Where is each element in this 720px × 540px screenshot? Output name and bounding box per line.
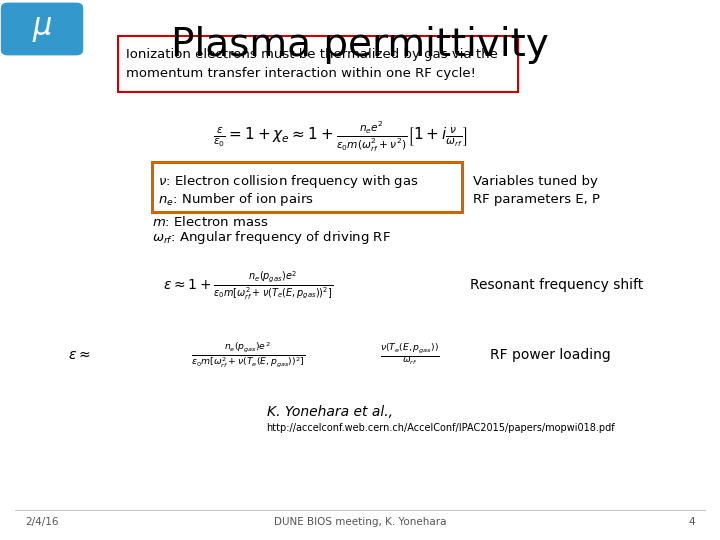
Text: DUNE BIOS meeting, K. Yonehara: DUNE BIOS meeting, K. Yonehara <box>274 517 446 527</box>
Text: Variables tuned by: Variables tuned by <box>473 176 598 188</box>
Text: $\mu$: $\mu$ <box>32 15 53 44</box>
FancyBboxPatch shape <box>152 162 462 212</box>
Text: $\nu$: Electron collision frequency with gas: $\nu$: Electron collision frequency with… <box>158 173 419 191</box>
Text: K. Yonehara et al.,: K. Yonehara et al., <box>267 405 393 419</box>
Text: $\varepsilon \approx 1 + \frac{n_e(p_{gas})e^2}{\varepsilon_0 m[\omega_{rf}^2 + : $\varepsilon \approx 1 + \frac{n_e(p_{ga… <box>163 269 333 301</box>
Text: Resonant frequency shift: Resonant frequency shift <box>470 278 643 292</box>
Text: 4: 4 <box>688 517 695 527</box>
Text: $\omega_{rf}$: Angular frequency of driving RF: $\omega_{rf}$: Angular frequency of driv… <box>152 228 391 246</box>
Text: Ionization electrons must be thermalized by gas via the
momentum transfer intera: Ionization electrons must be thermalized… <box>126 48 498 80</box>
Text: $\frac{\varepsilon}{\varepsilon_0} = 1 + \chi_e \approx 1 + \frac{n_e e^2}{\vare: $\frac{\varepsilon}{\varepsilon_0} = 1 +… <box>212 120 467 154</box>
Text: 2/4/16: 2/4/16 <box>25 517 58 527</box>
Text: RF power loading: RF power loading <box>490 348 611 362</box>
Text: $\frac{\nu(T_e(E, p_{gas}))}{\omega_{rf}}$: $\frac{\nu(T_e(E, p_{gas}))}{\omega_{rf}… <box>380 343 440 367</box>
Text: $n_e$: Number of ion pairs: $n_e$: Number of ion pairs <box>158 192 314 208</box>
Text: http://accelconf.web.cern.ch/AccelConf/IPAC2015/papers/mopwi018.pdf: http://accelconf.web.cern.ch/AccelConf/I… <box>266 423 614 433</box>
Text: $\frac{n_e(p_{gas})e^2}{\varepsilon_0 m[\omega_{rf}^2 + \nu(T_e(E, p_{gas}))^2]}: $\frac{n_e(p_{gas})e^2}{\varepsilon_0 m[… <box>191 341 305 369</box>
Text: $m$: Electron mass: $m$: Electron mass <box>152 215 269 229</box>
FancyBboxPatch shape <box>1 3 84 56</box>
Text: RF parameters E, P: RF parameters E, P <box>473 193 600 206</box>
Text: Plasma permittivity: Plasma permittivity <box>171 26 549 64</box>
FancyBboxPatch shape <box>118 36 518 92</box>
Text: $\varepsilon \approx$: $\varepsilon \approx$ <box>68 348 90 362</box>
